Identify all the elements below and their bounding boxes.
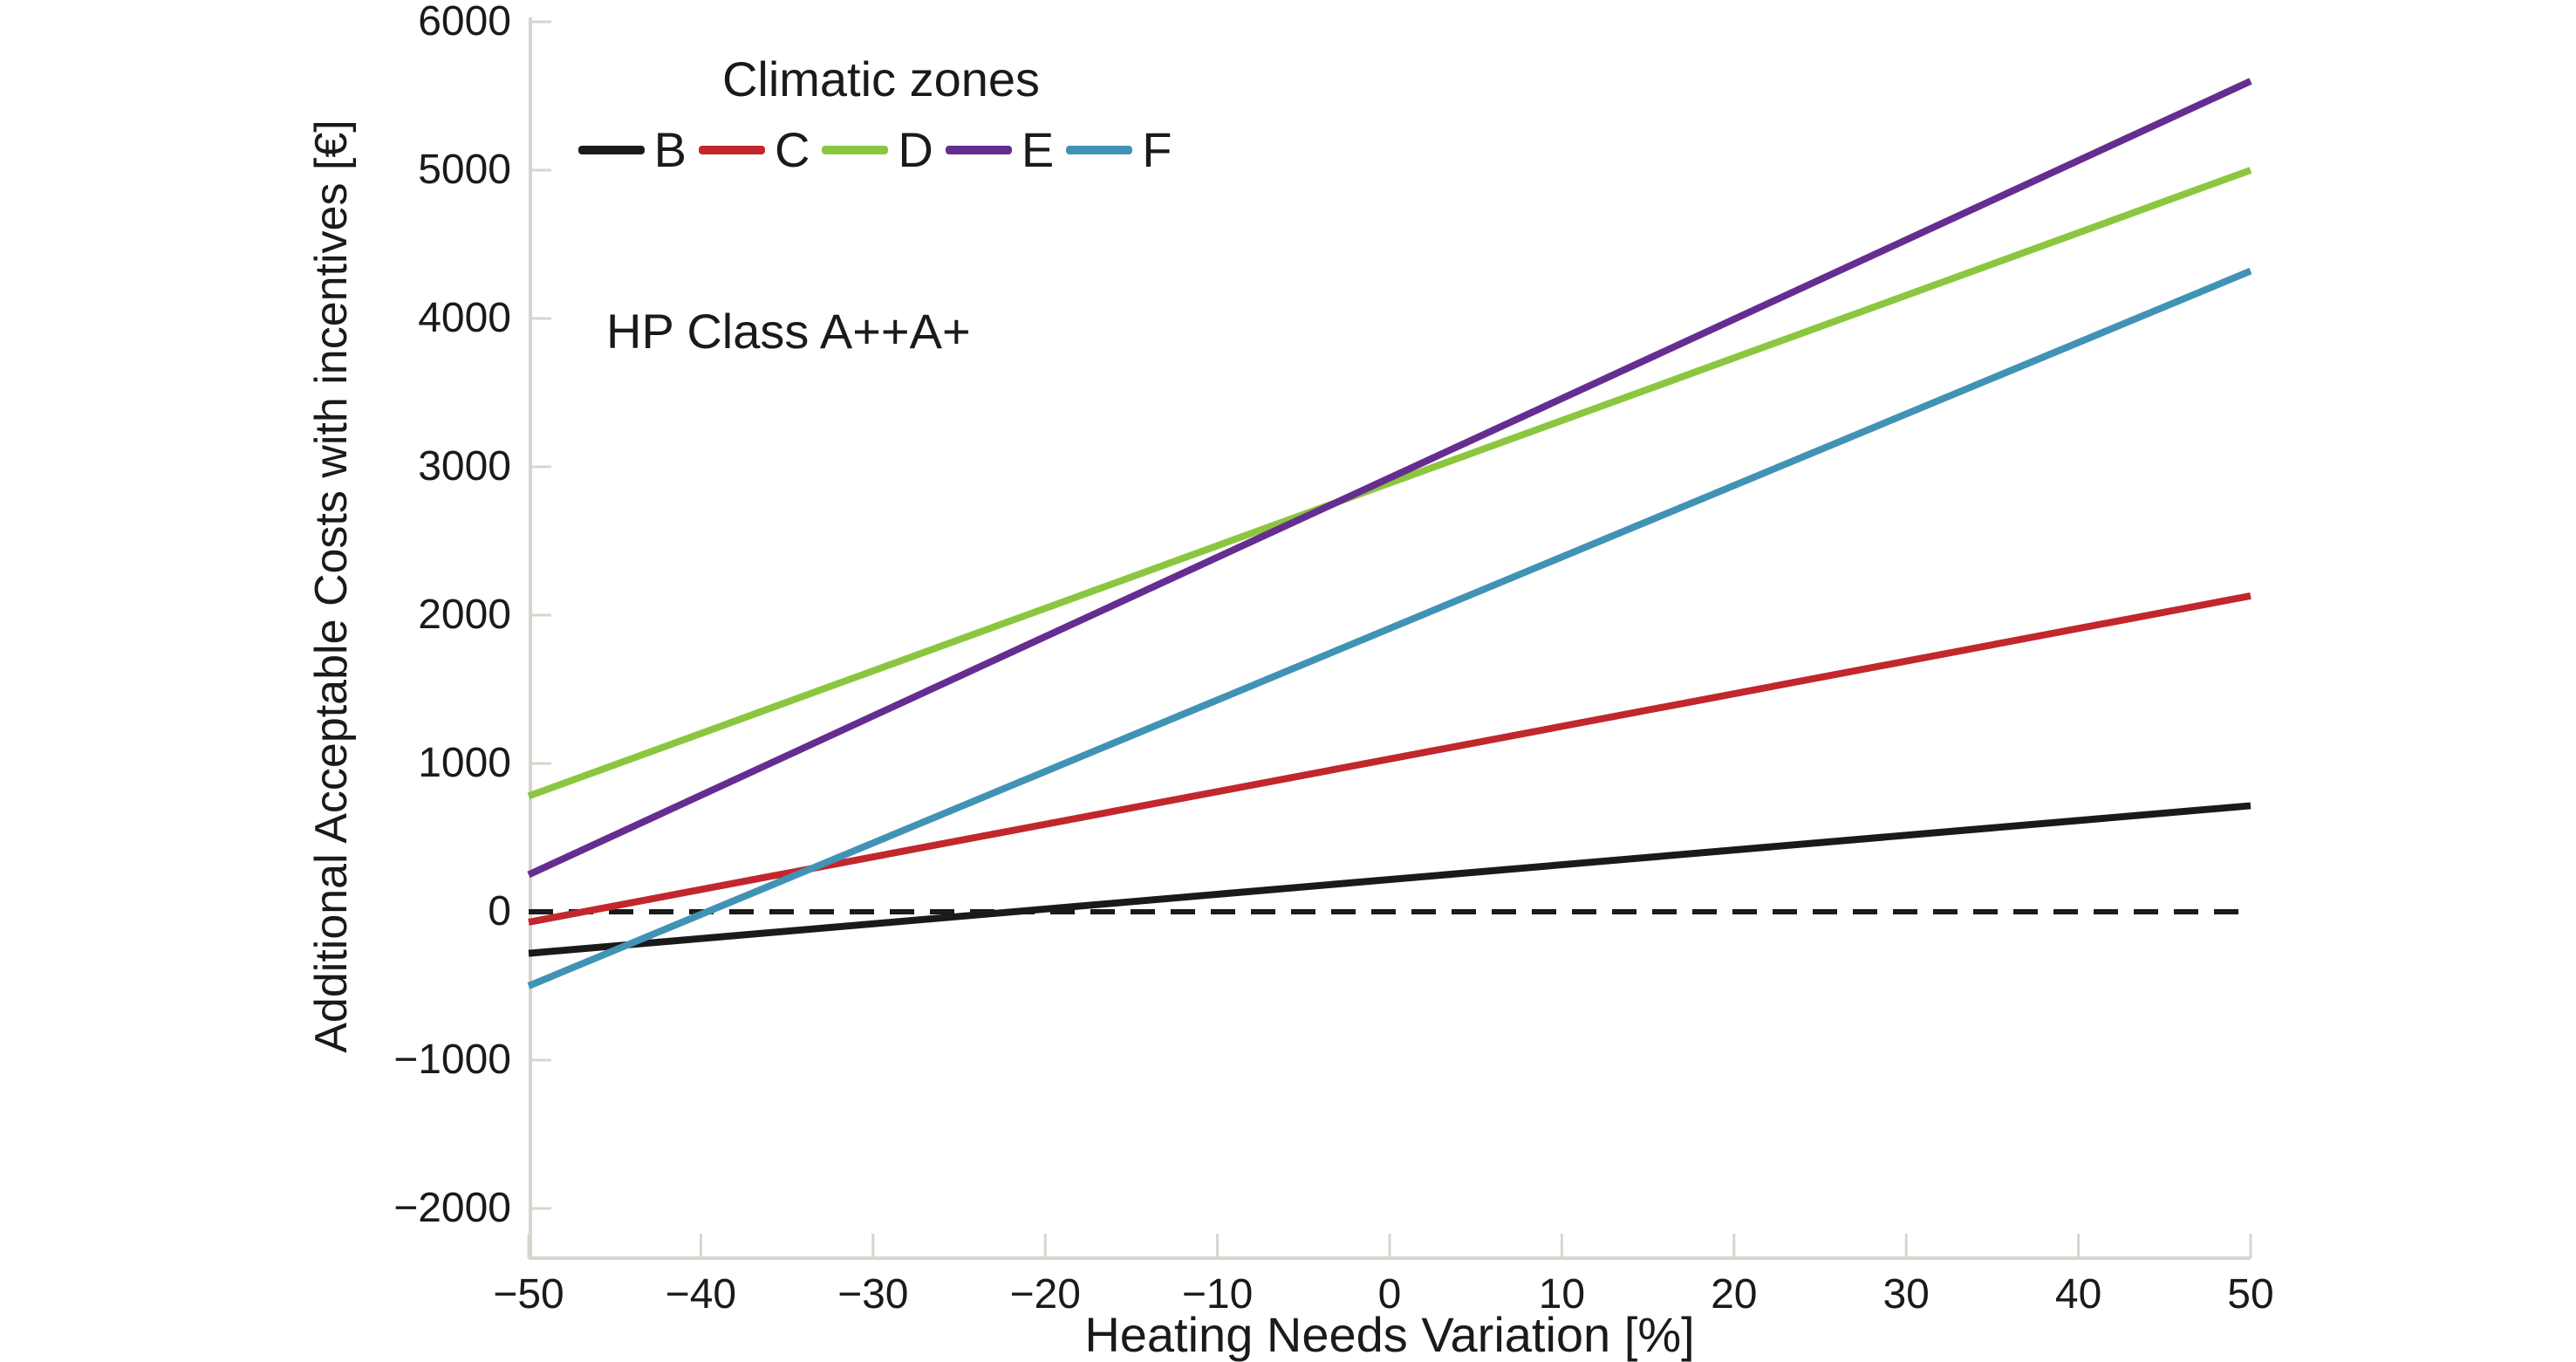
legend-swatch-C: [698, 146, 765, 154]
y-tick-label-5000: 5000: [418, 147, 511, 193]
x-tick-label--40: −40: [665, 1271, 737, 1318]
y-tick-label-6000: 6000: [418, 0, 511, 44]
y-axis-label: Additional Acceptable Costs with incenti…: [306, 120, 357, 1053]
x-tick-label-40: 40: [2054, 1271, 2102, 1318]
series-line-B: [528, 802, 2251, 957]
legend-swatch-B: [577, 146, 645, 154]
x-tick-label--50: −50: [493, 1271, 564, 1318]
y-tick-label-2000: 2000: [418, 592, 511, 638]
x-tick-label--10: −10: [1181, 1271, 1254, 1318]
x-tick-label-30: 30: [1882, 1271, 1930, 1318]
x-tick-label-0: 0: [1377, 1271, 1402, 1318]
legend-title: Climatic zones: [721, 51, 1041, 106]
annotation-hp-class: HP Class A++A+: [606, 304, 971, 359]
series-line-D: [527, 167, 2252, 800]
y-tick-label-1000: 1000: [418, 740, 511, 786]
legend-label-C: C: [774, 122, 810, 177]
y-tick-label--2000: −2000: [393, 1185, 511, 1231]
legend-swatch-E: [945, 146, 1012, 154]
x-axis-label: Heating Needs Variation [%]: [1084, 1307, 1695, 1362]
legend-label-E: E: [1021, 122, 1055, 177]
legend-swatch-F: [1066, 146, 1133, 154]
legend-entry-E: E: [945, 122, 1055, 178]
plot-canvas: [527, 17, 2252, 1260]
y-tick-label--1000: −1000: [393, 1037, 511, 1083]
x-tick-label--30: −30: [837, 1271, 909, 1318]
legend-entry-C: C: [698, 122, 810, 178]
legend-label-F: F: [1142, 122, 1172, 177]
legend-swatch-D: [822, 146, 889, 154]
legend: Climatic zones B C D E F: [577, 51, 1172, 178]
x-tick-label-10: 10: [1538, 1271, 1586, 1318]
legend-entry-D: D: [822, 122, 933, 178]
y-tick-label-4000: 4000: [418, 295, 511, 341]
series-line-F: [527, 267, 2252, 989]
legend-entries: B C D E F: [577, 122, 1172, 178]
legend-entry-F: F: [1066, 122, 1172, 178]
legend-label-B: B: [653, 122, 687, 177]
plot-area: [527, 17, 2252, 1260]
y-tick-label-3000: 3000: [418, 443, 511, 489]
series-line-E: [527, 78, 2252, 879]
legend-label-D: D: [898, 122, 933, 177]
legend-entry-B: B: [577, 122, 687, 178]
x-tick-label-50: 50: [2227, 1271, 2274, 1318]
y-tick-label-0: 0: [488, 888, 511, 934]
x-tick-label-20: 20: [1711, 1271, 1758, 1318]
x-tick-label--20: −20: [1009, 1271, 1081, 1318]
